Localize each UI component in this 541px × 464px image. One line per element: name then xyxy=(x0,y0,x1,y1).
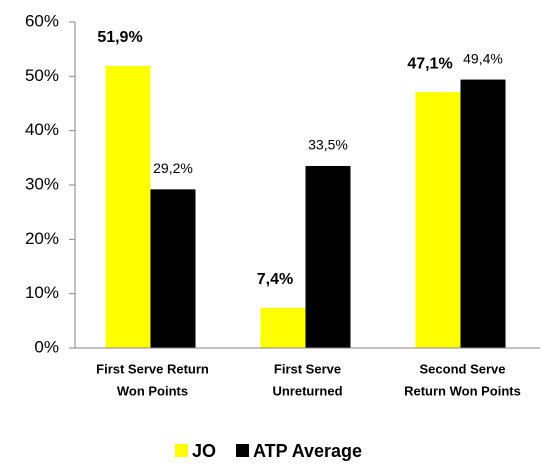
legend-label: JO xyxy=(192,441,216,461)
x-tick-label: Return Won Points xyxy=(404,383,521,398)
data-label: 49,4% xyxy=(463,50,503,66)
data-label: 51,9% xyxy=(97,29,142,46)
legend-swatch xyxy=(236,444,250,457)
bar xyxy=(260,307,306,348)
y-tick-label: 20% xyxy=(25,229,59,248)
bar xyxy=(305,165,351,348)
legend-swatch xyxy=(175,444,188,457)
x-tick-label: Unreturned xyxy=(272,383,342,398)
x-tick-label: Won Points xyxy=(117,383,188,398)
y-tick-label: 10% xyxy=(25,283,59,302)
data-label: 29,2% xyxy=(153,160,193,176)
y-tick-label: 0% xyxy=(34,337,59,356)
y-tick-label: 40% xyxy=(25,120,59,139)
data-label: 33,5% xyxy=(308,137,348,153)
bar xyxy=(150,189,196,348)
data-label: 7,4% xyxy=(257,271,293,288)
legend-label: ATP Average xyxy=(253,441,362,461)
x-tick-label: Second Serve xyxy=(420,361,506,376)
x-tick-label: First Serve Return xyxy=(96,361,209,376)
y-tick-label: 50% xyxy=(25,66,59,85)
y-tick-label: 60% xyxy=(25,11,59,30)
bar xyxy=(105,66,151,348)
data-label: 47,1% xyxy=(407,55,452,72)
y-tick-label: 30% xyxy=(25,174,59,193)
x-tick-label: First Serve xyxy=(274,361,341,376)
bar xyxy=(460,79,506,349)
bar xyxy=(415,92,461,348)
